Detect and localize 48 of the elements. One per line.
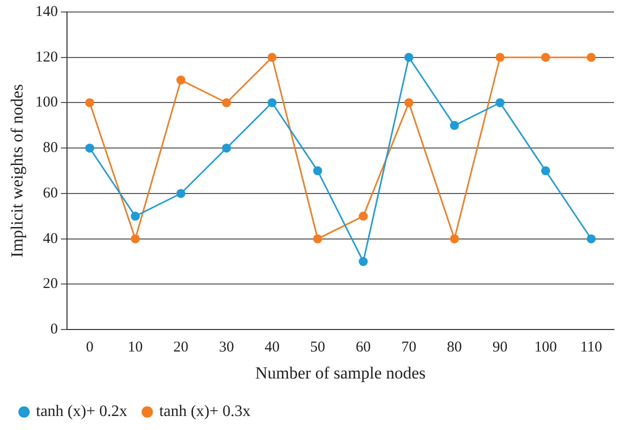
x-tick-label: 80	[446, 340, 462, 356]
point	[586, 234, 596, 244]
x-tick-label: 100	[534, 340, 557, 356]
point	[176, 76, 186, 85]
x-tick-label: 60	[356, 340, 371, 356]
point	[85, 144, 94, 153]
x-tick-label: 20	[173, 340, 188, 356]
point	[404, 98, 414, 108]
point	[541, 166, 550, 176]
y-tick-label: 80	[42, 140, 58, 156]
point	[496, 98, 505, 108]
x-axis-title: Number of sample nodes	[255, 363, 426, 382]
point	[313, 166, 322, 176]
y-tick-label: 0	[50, 322, 58, 338]
legend-label: tanh (x)+ 0.3x	[159, 403, 250, 420]
x-tick-label: 70	[401, 340, 416, 356]
point	[130, 212, 140, 221]
y-tick-label: 40	[42, 230, 58, 247]
y-tick-label: 140	[35, 4, 58, 20]
y-tick-label: 20	[42, 276, 58, 292]
legend-label: tanh (x)+ 0.2x	[36, 403, 128, 420]
point	[222, 98, 231, 108]
x-tick-label: 110	[580, 340, 602, 356]
point	[222, 144, 231, 153]
point	[358, 212, 368, 221]
point	[404, 52, 414, 62]
point	[450, 234, 459, 244]
y-axis-title: Implicit weights of nodes	[8, 84, 27, 258]
point	[176, 188, 186, 198]
x-tick-label: 10	[128, 340, 143, 356]
point	[541, 52, 550, 62]
point	[450, 120, 459, 130]
point	[268, 52, 277, 62]
y-tick-label: 100	[35, 94, 58, 111]
point	[268, 98, 277, 108]
y-tick-label: 120	[35, 49, 58, 66]
point	[130, 234, 140, 244]
y-tick-label: 60	[42, 185, 58, 202]
x-tick-label: 0	[86, 340, 94, 356]
x-tick-label: 50	[310, 340, 326, 356]
point	[586, 52, 596, 62]
x-tick-label: 90	[492, 340, 508, 356]
x-tick-label: 30	[218, 340, 234, 356]
x-tick-label: 40	[264, 340, 280, 356]
point	[85, 98, 94, 108]
point	[496, 52, 505, 62]
point	[358, 257, 368, 266]
point	[313, 234, 322, 244]
